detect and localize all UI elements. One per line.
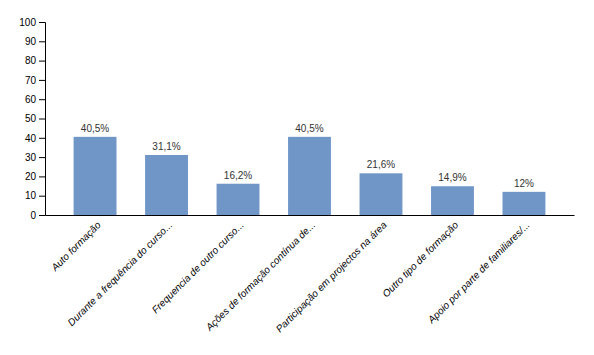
y-tick-mark — [39, 22, 45, 23]
y-tick-label: 60 — [25, 94, 37, 105]
y-tick-label: 20 — [25, 171, 37, 182]
y-tick-mark — [39, 215, 45, 216]
x-tick-label: Participação em projectos na área — [274, 219, 389, 334]
y-tick: 50 — [25, 113, 45, 124]
x-tick-label: Outro tipo de formação — [380, 219, 460, 299]
chart-svg: 0 10 20 30 40 50 60 70 80 90 100 Auto formaçãoDuran… — [0, 0, 594, 355]
x-tick: Participação em projectos na área — [274, 219, 389, 334]
y-tick: 90 — [25, 36, 45, 47]
x-axis-line — [46, 215, 575, 216]
y-tick-label: 0 — [30, 210, 36, 221]
y-tick-label: 50 — [25, 113, 37, 124]
bar — [74, 137, 117, 215]
bar — [360, 173, 403, 215]
bars — [74, 137, 546, 215]
bar — [431, 186, 474, 215]
bar — [145, 155, 188, 215]
y-tick-mark — [39, 138, 45, 139]
y-tick: 30 — [25, 152, 45, 163]
y-tick-label: 70 — [25, 75, 37, 86]
y-tick-mark — [39, 80, 45, 81]
y-tick: 10 — [25, 190, 45, 201]
data-label: 16,2% — [224, 170, 252, 181]
x-tick: Outro tipo de formação — [380, 219, 460, 299]
data-label: 40,5% — [81, 123, 109, 134]
y-tick-label: 30 — [25, 152, 37, 163]
x-tick: Ações de formação contínua de... — [203, 219, 317, 333]
y-tick: 20 — [25, 171, 45, 182]
y-tick: 70 — [25, 75, 45, 86]
bar — [288, 137, 331, 215]
y-tick-mark — [39, 157, 45, 158]
y-tick: 80 — [25, 55, 45, 66]
y-tick: 100 — [19, 17, 45, 28]
x-tick: Apoio por parte de familiares/... — [425, 219, 532, 326]
y-tick: 0 — [30, 210, 45, 221]
x-tick-label: Apoio por parte de familiares/... — [425, 219, 532, 326]
y-tick-mark — [39, 99, 45, 100]
y-axis-line — [39, 23, 46, 216]
y-tick-label: 40 — [25, 133, 37, 144]
plot-area: 0 10 20 30 40 50 60 70 80 90 100 Auto formaçãoDuran… — [19, 17, 574, 335]
data-label: 14,9% — [438, 172, 466, 183]
y-axis: 0 10 20 30 40 50 60 70 80 90 100 — [19, 17, 45, 221]
data-label: 31,1% — [152, 141, 180, 152]
chart-container: 0 10 20 30 40 50 60 70 80 90 100 Auto formaçãoDuran… — [0, 0, 594, 355]
data-label: 40,5% — [295, 123, 323, 134]
data-labels: 40,5% 31,1% 16,2% 40,5% 21,6% 14,9% 12% — [81, 123, 534, 189]
y-tick: 60 — [25, 94, 45, 105]
data-label: 12% — [514, 178, 534, 189]
y-tick-label: 100 — [19, 17, 36, 28]
y-tick-label: 10 — [25, 190, 37, 201]
bar — [503, 192, 546, 215]
y-tick-mark — [39, 176, 45, 177]
y-tick-mark — [39, 119, 45, 120]
bar — [217, 184, 260, 215]
y-tick-label: 80 — [25, 55, 37, 66]
y-tick-label: 90 — [25, 36, 37, 47]
x-tick-label: Auto formação — [48, 219, 103, 274]
data-label: 21,6% — [367, 159, 395, 170]
y-tick-mark — [39, 61, 45, 62]
y-tick: 40 — [25, 133, 45, 144]
x-axis: Auto formaçãoDurante a frequência do cur… — [46, 216, 575, 335]
x-tick: Auto formação — [48, 219, 103, 274]
x-tick-label: Ações de formação contínua de... — [203, 219, 317, 333]
y-tick-mark — [39, 41, 45, 42]
y-tick-mark — [39, 196, 45, 197]
